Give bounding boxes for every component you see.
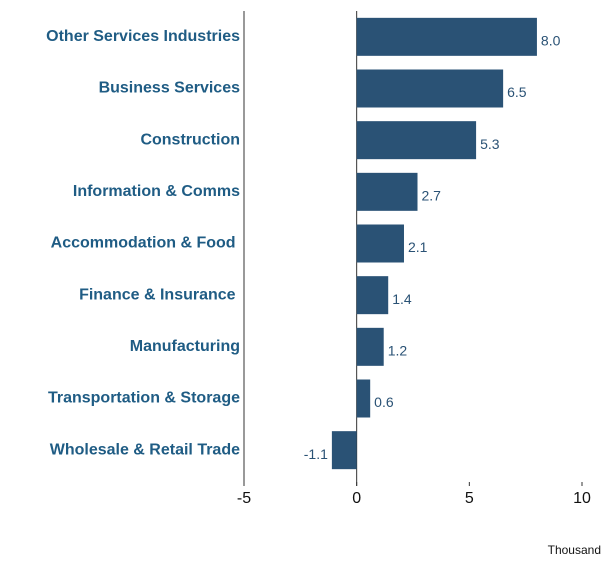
bar (356, 121, 477, 160)
x-axis-label: Thousand (548, 543, 601, 557)
bar (356, 276, 389, 315)
value-label: 1.2 (388, 343, 408, 359)
y-tick-label: Wholesale & Retail Trade (50, 441, 240, 458)
y-tick-label: Manufacturing (130, 338, 240, 355)
x-tick-label: 0 (352, 490, 361, 507)
value-label: 2.1 (408, 239, 428, 255)
x-tick-label: 5 (465, 490, 474, 507)
value-label: -1.1 (304, 446, 328, 462)
bar (356, 172, 418, 211)
y-tick-label: Transportation & Storage (48, 390, 240, 407)
bar (356, 17, 537, 56)
x-tick-label: 10 (573, 490, 591, 507)
value-label: 2.7 (422, 188, 442, 204)
value-label: 5.3 (480, 136, 500, 152)
bar (356, 224, 404, 263)
y-tick-label: Information & Comms (73, 183, 240, 200)
bar (356, 379, 371, 418)
y-tick-label: Other Services Industries (46, 28, 240, 45)
y-tick-label: Accommodation & Food (51, 235, 240, 252)
value-label: 1.4 (392, 291, 412, 307)
bar (331, 431, 357, 470)
x-tick-label: -5 (237, 490, 251, 507)
value-label: 0.6 (374, 394, 394, 410)
y-tick-label: Construction (140, 131, 240, 148)
y-tick-label: Business Services (99, 80, 241, 97)
value-label: 8.0 (541, 33, 561, 49)
y-tick-label: Finance & Insurance (79, 286, 240, 303)
bar (356, 327, 384, 366)
bar (356, 69, 504, 108)
value-label: 6.5 (507, 84, 527, 100)
